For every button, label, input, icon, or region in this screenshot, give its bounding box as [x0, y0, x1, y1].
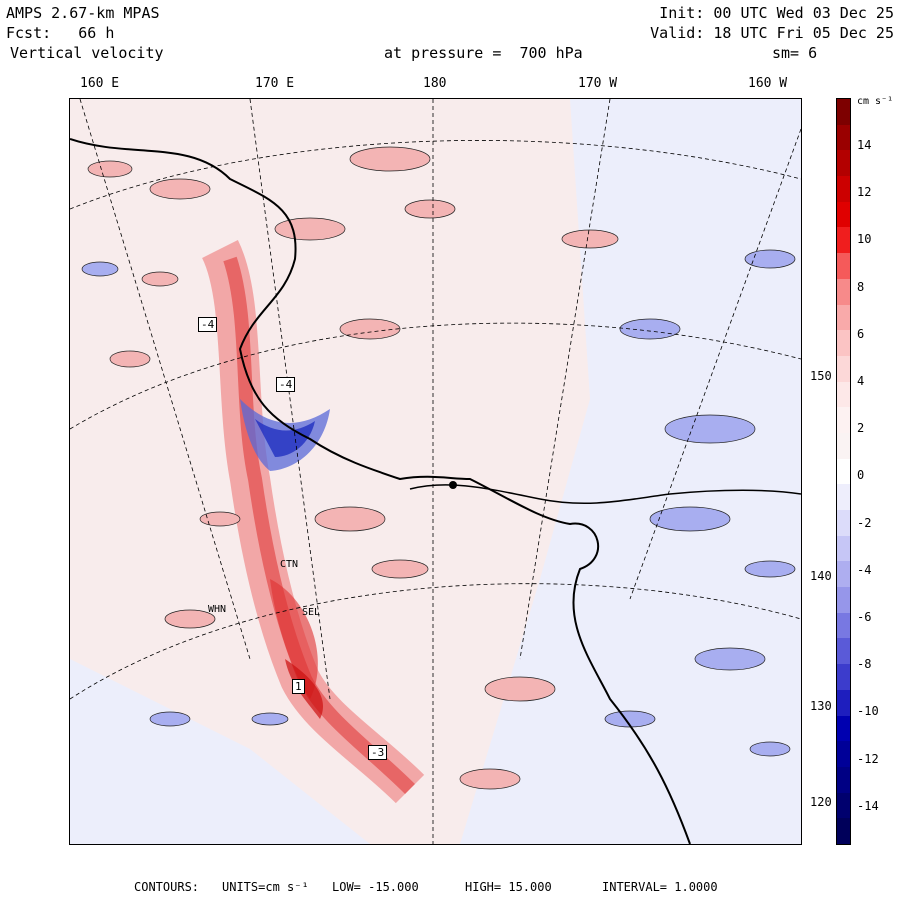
colorbar-segment	[837, 818, 850, 845]
scattered-negative-cells	[81, 249, 796, 757]
footer-interval: INTERVAL= 1.0000	[602, 880, 718, 894]
mountain-wave-band	[201, 240, 425, 804]
colorbar-segment	[837, 689, 850, 717]
colorbar-unit: cm s⁻¹	[857, 96, 894, 107]
colorbar-tick-label: -14	[857, 798, 879, 813]
fcst-label: Fcst:	[6, 24, 52, 42]
footer-contours-label: CONTOURS:	[134, 880, 200, 894]
init-time: Init: 00 UTC Wed 03 Dec 25	[659, 4, 894, 22]
negative-region-southwest	[70, 659, 370, 844]
colorbar-segment	[837, 766, 850, 794]
map-canvas	[70, 99, 801, 844]
colorbar-tick-label: -2	[857, 515, 872, 530]
colorbar-segment	[837, 99, 850, 126]
colorbar-segment	[837, 741, 850, 768]
colorbar-segment	[837, 432, 850, 460]
lon-label-160e: 160 E	[80, 76, 120, 91]
coastline	[70, 138, 691, 844]
variable-title: Vertical velocity	[10, 44, 164, 62]
colorbar-segment	[837, 587, 850, 614]
contour-label-c: 1	[292, 679, 305, 694]
level-info: at pressure = 700 hPa	[384, 44, 583, 62]
ice-shelf-edge	[409, 484, 801, 505]
station-label-ctn: CTN	[280, 559, 299, 570]
colorbar-segment	[837, 330, 850, 357]
lon-label-170w: 170 W	[578, 76, 618, 91]
colorbar	[836, 98, 851, 845]
colorbar-tick-label: 6	[857, 326, 865, 341]
station-label-whn: WHN	[208, 604, 227, 615]
forecast-label: Fcst: 66 h	[6, 24, 114, 42]
contour-label-a: -4	[198, 317, 218, 332]
station-marker	[449, 481, 457, 489]
colorbar-segment	[837, 150, 850, 177]
colorbar-tick-label: -10	[857, 704, 879, 719]
vertical-velocity-map: -4 -4 1 -3 CTN WHN SEL	[69, 98, 802, 845]
station-label-sel: SEL	[302, 607, 321, 618]
model-title: AMPS 2.67-km MPAS	[6, 4, 160, 22]
colorbar-segment	[837, 355, 850, 383]
colorbar-segment	[837, 176, 850, 203]
colorbar-segment	[837, 124, 850, 151]
lon-label-180: 180	[423, 76, 447, 91]
colorbar-tick-label: 10	[857, 232, 872, 247]
colorbar-segment	[837, 715, 850, 742]
colorbar-segment	[837, 253, 850, 280]
colorbar-tick-label: -4	[857, 562, 872, 577]
fcst-value: 66 h	[78, 24, 115, 42]
colorbar-tick-label: -6	[857, 610, 872, 624]
colorbar-segment	[837, 304, 850, 331]
colorbar-tick-label: 2	[857, 421, 865, 436]
colorbar-tick-label: 4	[857, 374, 865, 388]
level-label: at pressure =	[384, 44, 502, 62]
colorbar-segment	[837, 201, 850, 228]
graticule	[70, 99, 801, 844]
colorbar-tick-label: 12	[857, 185, 872, 200]
footer-low: LOW= -15.000	[332, 880, 419, 894]
colorbar-segment	[837, 484, 850, 511]
lon-label-170e: 170 E	[255, 76, 295, 91]
colorbar-segment	[837, 278, 850, 305]
colorbar-segment	[837, 792, 850, 819]
colorbar-tick-label: 14	[857, 138, 872, 152]
colorbar-segment	[837, 535, 850, 562]
colorbar-segment	[837, 638, 850, 665]
colorbar-segment	[837, 612, 850, 639]
lon-label-160w: 160 W	[748, 76, 788, 91]
colorbar-tick-label: -8	[857, 657, 872, 672]
colorbar-segment	[837, 458, 850, 485]
colorbar-tick-label: -12	[857, 751, 879, 766]
scattered-positive-cells	[87, 146, 619, 790]
level-value: 700 hPa	[519, 44, 583, 62]
contour-label-d: -3	[368, 745, 388, 760]
colorbar-segment	[837, 407, 850, 434]
colorbar-tick-label: 8	[857, 279, 865, 294]
colorbar-segment	[837, 227, 850, 254]
colorbar-segment	[837, 664, 850, 691]
footer-units: UNITS=cm s⁻¹	[222, 880, 309, 894]
colorbar-tick-label: 0	[857, 468, 865, 483]
smoothing-info: sm= 6	[772, 44, 818, 62]
colorbar-segment	[837, 510, 850, 537]
footer-high: HIGH= 15.000	[465, 880, 552, 894]
valid-time: Valid: 18 UTC Fri 05 Dec 25	[650, 24, 894, 42]
contour-label-b: -4	[276, 377, 296, 392]
colorbar-segment	[837, 381, 850, 408]
colorbar-segment	[837, 561, 850, 588]
